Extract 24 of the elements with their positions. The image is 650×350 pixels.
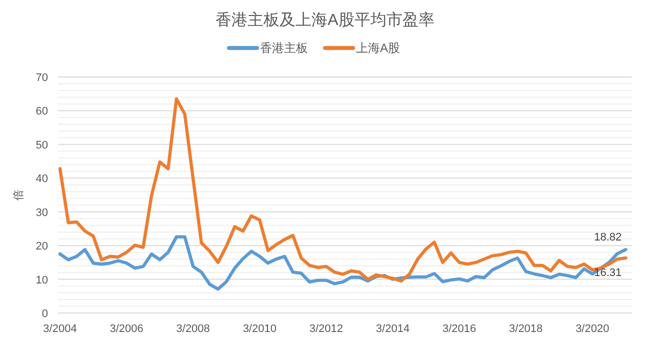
- line-series: [58, 97, 628, 283]
- y-axis-title: 倍: [12, 190, 25, 200]
- x-tick-label: 3/2006: [110, 323, 144, 335]
- chart-title: 香港主板及上海A股平均市盈率: [216, 11, 434, 29]
- x-tick-label: 3/2018: [509, 323, 543, 335]
- data-label: 18.82: [594, 232, 622, 244]
- data-label: 16.31: [594, 267, 622, 280]
- y-tick-label: 40: [36, 173, 48, 186]
- y-tick-label: 20: [36, 240, 48, 253]
- x-tick-label: 3/2016: [442, 323, 476, 335]
- y-tick-label: 60: [36, 106, 48, 118]
- legend-label: 香港主板: [260, 41, 308, 55]
- y-tick-label: 10: [36, 274, 48, 286]
- y-tick-label: 30: [36, 206, 48, 219]
- x-tick-label: 3/2004: [43, 323, 77, 335]
- x-tick-label: 3/2014: [376, 323, 410, 335]
- x-tick-label: 3/2008: [176, 323, 210, 335]
- legend-label: 上海A股: [356, 41, 400, 55]
- y-tick-label: 50: [36, 139, 48, 152]
- y-tick-label: 0: [42, 308, 48, 320]
- x-tick-label: 3/2020: [576, 323, 610, 335]
- y-tick-label: 70: [36, 72, 48, 84]
- x-tick-label: 3/2012: [309, 323, 344, 335]
- x-tick-label: 3/2010: [242, 323, 276, 335]
